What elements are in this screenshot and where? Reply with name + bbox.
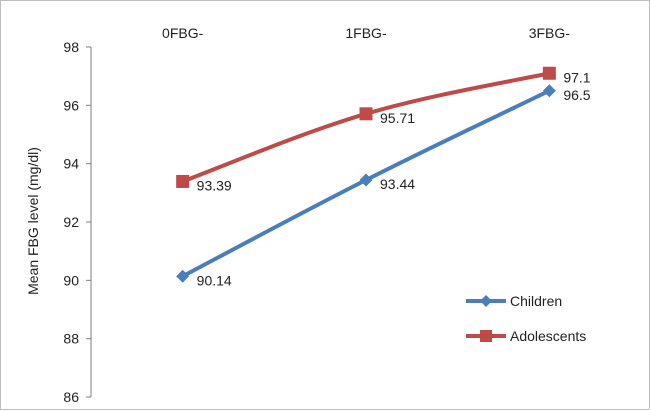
legend-marker-adolescents bbox=[480, 330, 492, 342]
y-tick-label: 98 bbox=[63, 39, 79, 55]
data-point-children bbox=[542, 84, 556, 98]
data-label-adolescents: 97.1 bbox=[563, 69, 590, 85]
data-label-adolescents: 95.71 bbox=[380, 110, 415, 126]
x-category-label: 3FBG- bbox=[529, 25, 571, 41]
y-tick-label: 86 bbox=[63, 389, 79, 405]
x-category-label: 0FBG- bbox=[162, 25, 204, 41]
legend: Children Adolescents bbox=[466, 293, 586, 344]
x-category-label: 1FBG- bbox=[345, 25, 387, 41]
data-point-adolescents bbox=[542, 66, 556, 80]
data-point-children bbox=[359, 173, 373, 187]
series-line-adolescents bbox=[180, 71, 552, 184]
data-label-children: 90.14 bbox=[197, 272, 232, 288]
y-tick-label: 90 bbox=[63, 272, 79, 288]
y-tick-label: 94 bbox=[63, 156, 79, 172]
data-point-children bbox=[176, 269, 190, 283]
data-point-adolescents bbox=[176, 174, 190, 188]
y-tick-label: 88 bbox=[63, 331, 79, 347]
data-label-children: 93.44 bbox=[380, 176, 415, 192]
axes: 86 88 90 92 94 96 98 0FBG- 1FBG- 3FBG- bbox=[63, 25, 570, 405]
legend-label-adolescents: Adolescents bbox=[510, 328, 586, 344]
data-label-adolescents: 93.39 bbox=[197, 177, 232, 193]
legend-marker-children bbox=[480, 295, 492, 307]
y-axis-title: Mean FBG level (mg/dl) bbox=[25, 147, 41, 295]
data-point-adolescents bbox=[359, 107, 373, 121]
y-tick-label: 96 bbox=[63, 97, 79, 113]
series-layer: 90.14 93.44 96.5 93.39 95.71 97.1 bbox=[176, 66, 591, 288]
y-tick-label: 92 bbox=[63, 214, 79, 230]
data-label-children: 96.5 bbox=[563, 87, 590, 103]
legend-label-children: Children bbox=[510, 293, 562, 309]
